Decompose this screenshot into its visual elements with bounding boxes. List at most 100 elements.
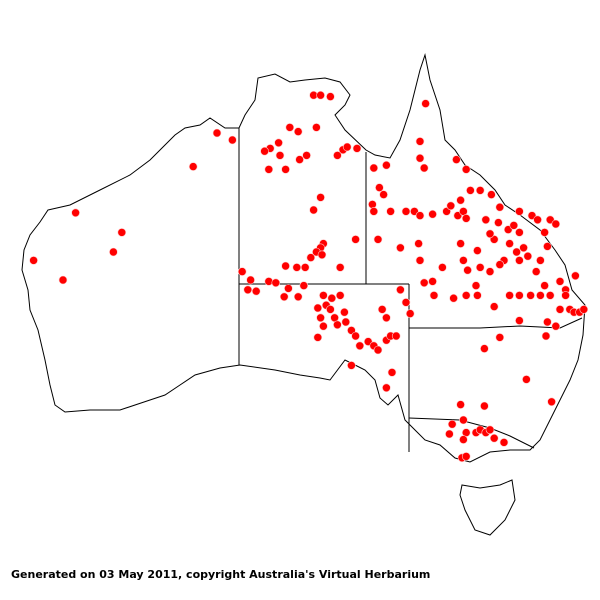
occurrence-dot [375,183,384,192]
occurrence-dot [292,263,302,272]
occurrence-dot [489,302,499,311]
occurrence-dot [475,263,485,272]
occurrence-dot [466,186,475,195]
occurrence-dot [515,207,524,216]
occurrence-dot [281,165,290,174]
occurrence-dot [515,256,524,265]
map-caption: Generated on 03 May 2011, copyright Aust… [11,568,431,581]
occurrence-dot [237,267,247,276]
occurrence-dot [401,207,411,216]
occurrence-dot [419,163,429,173]
occurrence-dot [251,286,261,296]
occurrence-dot [293,292,303,302]
occurrence-dot [429,291,439,300]
occurrence-dot [543,317,552,327]
occurrence-dot [319,321,328,331]
occurrence-dot [495,260,505,269]
australia-distribution-map [21,53,589,536]
occurrence-dot [341,317,351,327]
mainland-outline [21,53,586,463]
occurrence-dot [264,277,274,286]
occurrence-dot [351,331,360,341]
occurrence-dot [456,195,465,205]
occurrence-dot [405,309,415,318]
occurrence-dot [536,291,545,300]
occurrence-dot [555,305,565,314]
occurrence-dot [335,291,345,300]
occurrence-dot [285,123,295,132]
occurrence-dot [471,281,481,290]
occurrence-dot [551,219,561,229]
occurrence-dot [333,151,342,160]
occurrence-dot [461,214,471,223]
occurrence-dot [382,160,391,170]
occurrence-dot [340,307,349,317]
occurrence-dot [414,239,423,248]
occurrence-dot [480,401,489,411]
tasmania-outline [459,479,516,536]
occurrence-dot [489,433,499,443]
occurrence-dot [445,429,454,439]
occurrence-dot [459,435,468,444]
border-qld-nsw [409,317,583,329]
occurrence-dot [485,267,495,276]
occurrence-markers [29,90,589,463]
occurrence-dot [373,345,383,355]
occurrence-dot [313,333,323,342]
occurrence-dot [368,200,377,209]
occurrence-dot [415,211,425,220]
occurrence-dot [541,331,551,341]
occurrence-dot [333,320,342,330]
occurrence-dot [327,293,337,303]
occurrence-dot [540,228,549,237]
occurrence-dot [377,305,387,314]
occurrence-dot [449,293,458,303]
occurrence-dot [456,400,465,409]
occurrence-dot [387,368,397,377]
occurrence-dot [293,127,303,136]
occurrence-dot [495,202,505,212]
occurrence-dot [335,263,345,272]
occurrence-dot [382,313,391,323]
occurrence-dot [312,123,321,132]
occurrence-dot [369,207,379,216]
occurrence-dot [459,415,468,425]
occurrence-dot [512,247,521,257]
occurrence-dot [279,292,289,302]
occurrence-dot [373,235,383,244]
occurrence-dot [473,291,482,300]
occurrence-dot [481,215,491,225]
occurrence-dot [355,341,365,351]
occurrence-dot [428,277,437,286]
occurrence-dot [299,281,309,290]
occurrence-dot [551,321,561,331]
occurrence-dot [480,344,489,353]
occurrence-dot [519,243,528,253]
occurrence-dot [505,239,514,248]
occurrence-dot [386,207,395,216]
occurrence-dot [415,153,425,163]
occurrence-dot [415,137,425,146]
occurrence-dot [369,163,379,173]
occurrence-dot [475,186,485,195]
occurrence-dot [316,193,325,202]
occurrence-dot [505,291,514,300]
occurrence-dot [452,155,461,164]
occurrence-dot [243,285,253,295]
occurrence-dot [495,333,505,342]
occurrence-dot [109,247,118,257]
occurrence-dot [117,228,127,237]
occurrence-dot [347,361,356,370]
occurrence-dot [58,275,68,285]
occurrence-dot [547,397,556,407]
occurrence-dot [461,165,471,174]
occurrence-dot [316,90,325,100]
occurrence-dot [306,253,316,262]
occurrence-dot [300,263,310,272]
occurrence-dot [536,256,545,265]
occurrence-dot [415,256,425,265]
occurrence-dot [446,201,456,211]
occurrence-dot [396,243,405,253]
occurrence-dot [543,242,552,251]
occurrence-dot [352,144,362,153]
